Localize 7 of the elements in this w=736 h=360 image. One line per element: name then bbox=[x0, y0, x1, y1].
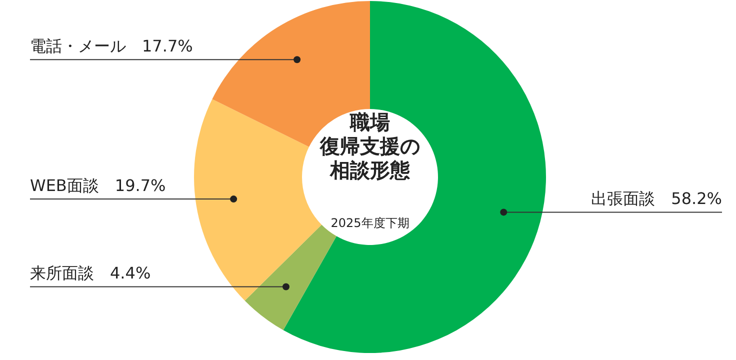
text: 2025年度下期 bbox=[330, 216, 410, 230]
slice-label: WEB面談 19.7% bbox=[30, 176, 166, 196]
donut-slice bbox=[283, 1, 546, 353]
slice-label: 電話・メール 17.7% bbox=[30, 36, 193, 56]
slice-label: 出張面談 58.2% bbox=[591, 189, 722, 208]
text: 職場復帰支援の相談形態 bbox=[319, 110, 420, 182]
slice-label: 来所面談 4.4% bbox=[30, 264, 151, 283]
